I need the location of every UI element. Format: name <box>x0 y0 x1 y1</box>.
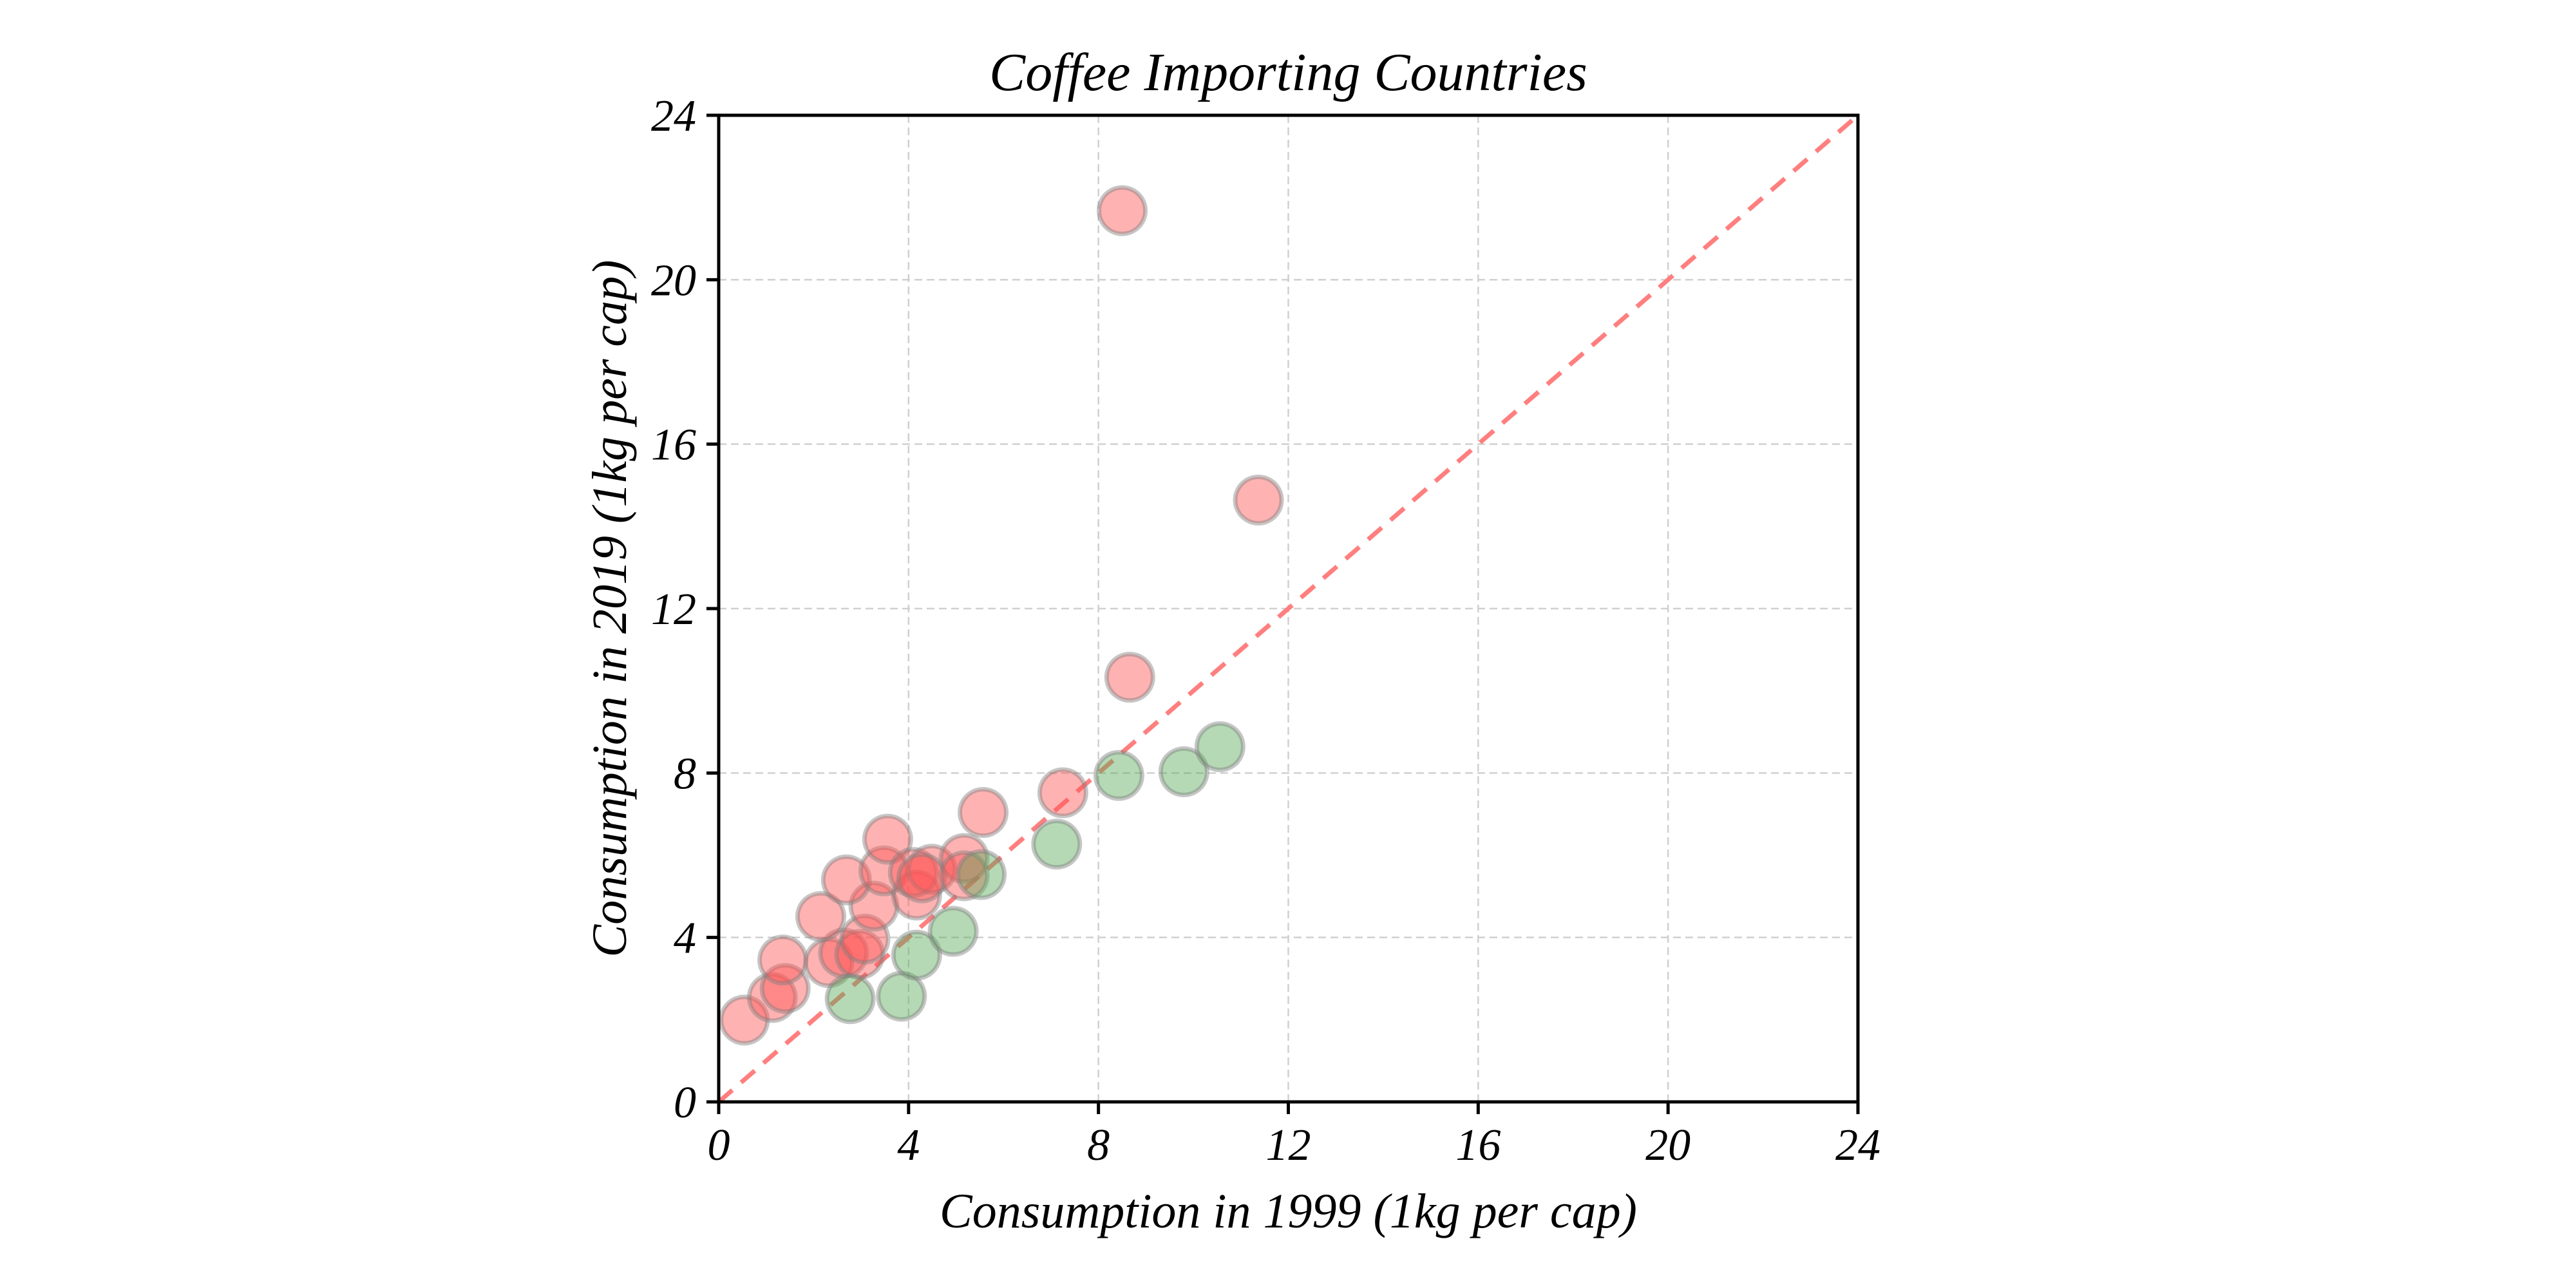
points-group <box>719 185 1284 1046</box>
x-tick-label: 20 <box>1645 1121 1690 1170</box>
x-tick-label: 0 <box>708 1121 730 1170</box>
data-point-increased <box>848 880 900 932</box>
x-tick-label: 12 <box>1266 1121 1311 1170</box>
data-point-increased <box>839 913 891 965</box>
x-tick-label: 4 <box>897 1121 920 1170</box>
data-point-increased <box>862 813 913 865</box>
data-point-increased <box>818 927 869 979</box>
x-axis-ticks: 0 4 8 12 16 20 24 <box>708 1102 1880 1170</box>
data-point-increased <box>938 833 990 884</box>
data-point-decreased <box>1093 750 1144 801</box>
y-tick-label: 24 <box>651 91 696 141</box>
data-point-decreased <box>876 971 927 1022</box>
data-point-increased <box>887 847 939 898</box>
data-point-increased <box>1233 474 1284 526</box>
y-axis-ticks: 0 4 8 12 16 20 24 <box>651 91 719 1128</box>
reference-line <box>717 113 1860 1104</box>
y-tick-label: 8 <box>674 749 696 799</box>
data-point-decreased <box>824 973 876 1025</box>
data-point-increased <box>958 787 1009 838</box>
data-point-increased <box>719 994 770 1046</box>
data-point-increased <box>1097 185 1148 236</box>
data-point-increased <box>858 845 910 896</box>
data-point-increased <box>896 852 947 904</box>
data-point-increased <box>891 869 942 921</box>
data-point-decreased <box>927 905 979 957</box>
y-tick-label: 16 <box>651 421 696 470</box>
y-tick-label: 12 <box>651 585 696 634</box>
data-point-increased <box>795 891 846 942</box>
x-tick-label: 24 <box>1835 1121 1880 1170</box>
x-tick-label: 8 <box>1087 1121 1110 1170</box>
x-tick-label: 16 <box>1455 1121 1501 1170</box>
data-point-increased <box>757 934 809 986</box>
data-point-increased <box>759 963 811 1014</box>
data-point-decreased <box>956 849 1007 900</box>
x-axis-label: Consumption in 1999 (1kg per cap) <box>940 1184 1637 1238</box>
y-axis-label: Consumption in 2019 (1kg per cap) <box>583 260 637 958</box>
data-point-increased <box>834 929 886 980</box>
data-point-increased <box>1037 767 1088 819</box>
y-tick-label: 0 <box>674 1078 696 1128</box>
data-point-decreased <box>1194 721 1245 772</box>
y-tick-label: 20 <box>651 256 696 305</box>
reference-line-group <box>717 113 1860 1104</box>
data-point-decreased <box>891 929 942 981</box>
chart-title: Coffee Importing Countries <box>989 43 1587 102</box>
data-point-increased <box>746 972 798 1023</box>
data-point-increased <box>1104 652 1155 703</box>
data-point-increased <box>938 850 990 902</box>
y-tick-label: 4 <box>674 914 696 963</box>
data-point-increased <box>803 937 855 989</box>
data-point-decreased <box>1031 819 1083 870</box>
data-point-decreased <box>1158 746 1209 797</box>
data-point-increased <box>820 854 872 905</box>
data-point-increased <box>906 844 958 895</box>
